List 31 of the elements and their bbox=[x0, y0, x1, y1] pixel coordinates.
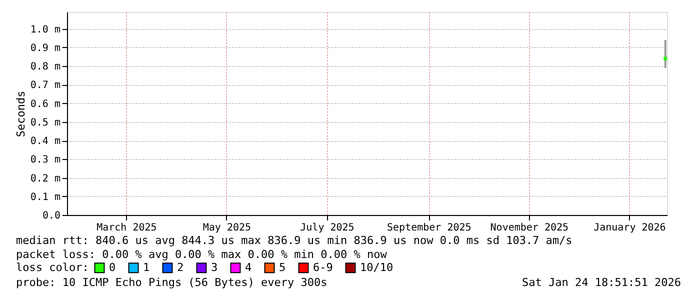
legend-label: 5 bbox=[279, 260, 286, 274]
x-tick-label: September 2025 bbox=[386, 222, 472, 234]
text: packet loss: 0.00 % avg 0.00 % max 0.00 % min 0.00 % now bbox=[16, 248, 388, 261]
y-tick-label: 0.3 m bbox=[30, 154, 60, 166]
legend-label: 6-9 bbox=[313, 260, 333, 274]
y-tick-label: 0.0 bbox=[42, 210, 60, 222]
y-tick-label: 0.9 m bbox=[30, 42, 60, 54]
legend-label: 2 bbox=[177, 260, 184, 274]
y-tick-label: 0.8 m bbox=[30, 62, 60, 73]
legend-label: 4 bbox=[245, 260, 252, 274]
x-tick-label: November 2025 bbox=[490, 222, 569, 234]
y-axis-title: Seconds bbox=[14, 90, 28, 138]
x-tick-label: January 2026 bbox=[594, 222, 666, 234]
text: median rtt: 840.6 us avg 844.3 us max 836.9 us min 836.9 us now 0.0 ms sd 103.7 am/s bbox=[16, 234, 572, 247]
x-tick-label: July 2025 bbox=[300, 222, 354, 234]
legend-label: 10/10 bbox=[360, 260, 394, 274]
legend-label: 3 bbox=[211, 260, 218, 274]
y-tick-label: 1.0 m bbox=[30, 24, 60, 36]
text: Sat Jan 24 18:51:51 2026 bbox=[522, 276, 681, 289]
legend-label: 1 bbox=[143, 260, 150, 274]
y-tick-label: 0.4 m bbox=[30, 136, 60, 148]
y-tick-label: 0.6 m bbox=[30, 98, 60, 110]
text: probe: 10 ICMP Echo Pings (56 Bytes) every 300s bbox=[16, 276, 328, 289]
x-tick-label: March 2025 bbox=[96, 222, 157, 234]
legend-label: 0 bbox=[109, 260, 116, 274]
y-tick-label: 0.7 m bbox=[30, 80, 60, 92]
y-tick-label: 0.2 m bbox=[30, 173, 60, 184]
y-tick-label: 0.1 m bbox=[30, 192, 60, 203]
x-tick-label: May 2025 bbox=[202, 222, 252, 234]
y-tick-label: 0.5 m bbox=[30, 117, 60, 128]
legend-title: loss color: bbox=[16, 261, 89, 274]
